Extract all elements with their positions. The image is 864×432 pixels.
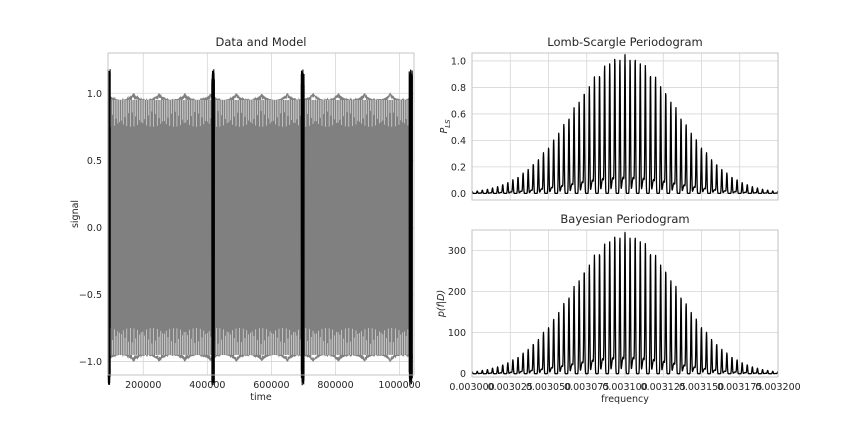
x-axis-label: time: [250, 392, 272, 403]
y-tick-label: 0.2: [451, 162, 466, 173]
y-tick-label: 200: [448, 287, 466, 298]
x-tick-label: 400000: [189, 380, 225, 391]
y-tick-label: 100: [448, 328, 466, 339]
x-tick-label: 600000: [253, 380, 289, 391]
data-segment: [212, 69, 215, 385]
x-tick-label: 1000000: [378, 380, 420, 391]
y-tick-label: 0.0: [451, 189, 466, 200]
y-tick-label: 1.0: [451, 56, 466, 67]
y-tick-label: 0.4: [451, 136, 466, 147]
model-series: [108, 93, 412, 361]
y-axis-label: signal: [70, 200, 81, 228]
chart-title: Data and Model: [216, 35, 307, 49]
y-axis-label: p(f|D): [436, 290, 447, 318]
y-tick-label: −1.0: [79, 357, 102, 368]
chart-title: Bayesian Periodogram: [560, 212, 689, 226]
y-tick-label: 0.5: [87, 156, 102, 167]
x-axis-label: frequency: [601, 394, 649, 405]
y-tick-label: −0.5: [79, 290, 102, 301]
y-tick-label: 0.8: [451, 83, 466, 94]
model-fill: [108, 100, 412, 355]
y-tick-label: 300: [448, 246, 466, 257]
y-tick-label: 1.0: [87, 89, 102, 100]
x-tick-label: 200000: [125, 380, 161, 391]
y-tick-label: 0.0: [87, 223, 102, 234]
chart-title: Lomb-Scargle Periodogram: [547, 35, 703, 49]
x-tick-label: 800000: [317, 380, 353, 391]
y-axis-label: PLS: [439, 119, 452, 134]
data-segment: [409, 70, 412, 386]
y-tick-label: 0.6: [451, 109, 466, 120]
y-tick-label: 0: [460, 369, 466, 380]
x-tick-label: 0.003200: [755, 382, 800, 393]
data-segment: [301, 70, 304, 386]
